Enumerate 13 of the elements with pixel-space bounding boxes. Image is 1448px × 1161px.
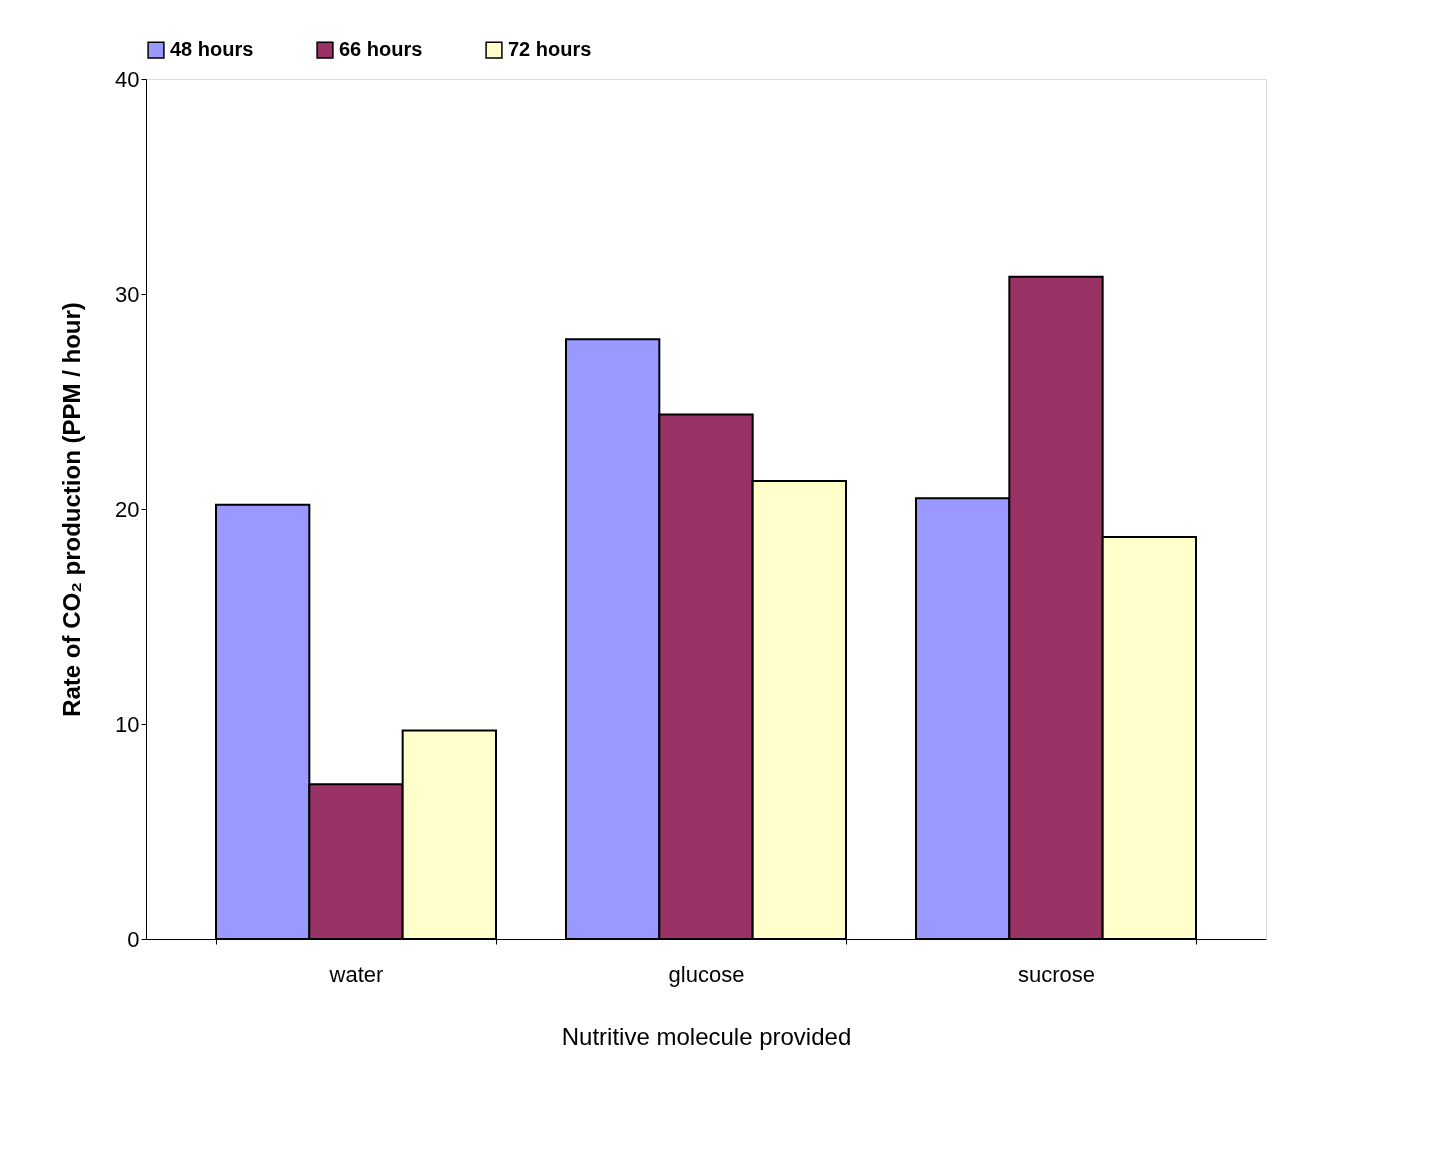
y-tick-label: 10 bbox=[115, 711, 140, 737]
x-axis-title: Nutritive molecule provided bbox=[561, 1022, 852, 1050]
x-tick-label: water bbox=[328, 961, 384, 987]
y-tick-label: 20 bbox=[115, 496, 140, 522]
legend-label: 72 hours bbox=[508, 38, 592, 61]
y-axis-title: Rate of CO₂ production (PPM / hour) bbox=[58, 302, 86, 717]
y-tick-label: 40 bbox=[115, 66, 140, 92]
y-tick-label: 0 bbox=[127, 926, 140, 952]
legend-label: 48 hours bbox=[170, 38, 254, 61]
x-tick-label: glucose bbox=[668, 961, 745, 987]
legend-label: 66 hours bbox=[339, 38, 423, 61]
y-tick-label: 30 bbox=[115, 281, 140, 307]
x-tick-label: sucrose bbox=[1017, 961, 1096, 987]
